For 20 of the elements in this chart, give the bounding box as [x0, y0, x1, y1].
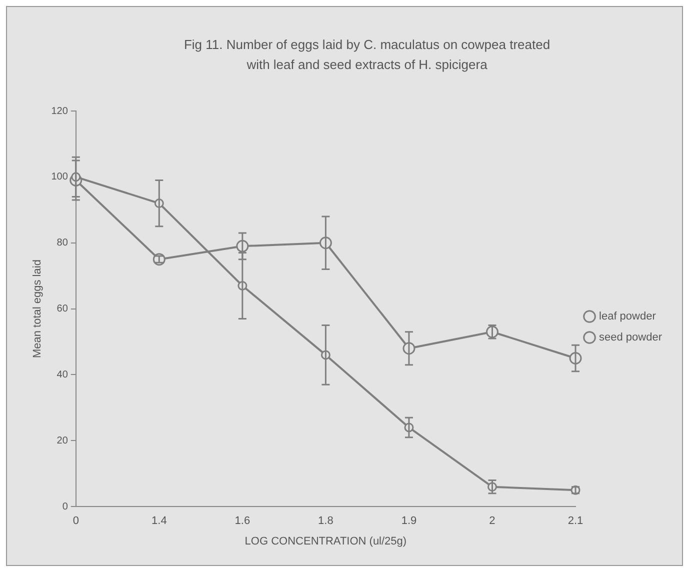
x-tick-label: 1.8	[318, 515, 334, 528]
x-tick-label: 2.1	[568, 515, 584, 528]
legend-label: leaf powder	[599, 310, 656, 323]
y-tick-label: 120	[51, 106, 68, 117]
point	[152, 253, 166, 266]
x-tick-label: 0	[72, 515, 79, 528]
chart-title: Fig 11. Number of eggs laid by C. maculatus on cowpea treated with leaf and seed extracts of H. spicigera	[182, 36, 552, 74]
x-axis-title: LOG CONCENTRATION (ul/25g)	[244, 535, 407, 548]
x-tick-label: 1.4	[152, 515, 167, 528]
y-tick-label: 40	[56, 369, 68, 380]
y-tick-label: 20	[56, 435, 68, 446]
legend-label: seed powder	[599, 332, 662, 344]
x-tick-label: 1.9	[401, 515, 417, 528]
y-tick-label: 0	[62, 501, 68, 512]
y-tick-label: 60	[56, 304, 68, 315]
x-tick-label: 1.6	[234, 515, 250, 528]
y-tick-label: 80	[56, 238, 68, 249]
x-tick-label: 2	[489, 515, 496, 528]
y-axis-title: Mean total eggs laid	[32, 260, 44, 358]
y-tick-label: 100	[51, 172, 68, 183]
